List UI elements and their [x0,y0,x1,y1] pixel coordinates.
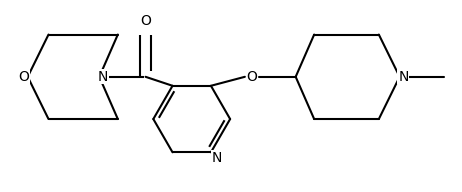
Text: N: N [211,151,222,165]
Text: N: N [98,70,108,84]
Text: O: O [246,70,257,84]
Text: O: O [140,14,151,28]
Text: N: N [398,70,408,84]
Text: O: O [18,70,30,84]
Bar [144,71,239,167]
